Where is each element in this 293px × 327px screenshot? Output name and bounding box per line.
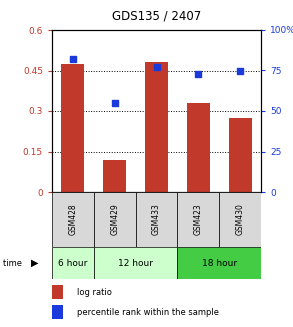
Text: GSM430: GSM430 <box>236 204 245 235</box>
Bar <box>177 247 261 279</box>
Point <box>71 57 75 62</box>
Text: GSM428: GSM428 <box>68 204 77 235</box>
Bar <box>219 192 261 247</box>
Point <box>196 71 201 77</box>
Bar <box>62 64 84 192</box>
Bar <box>229 118 252 192</box>
Text: GSM433: GSM433 <box>152 204 161 235</box>
Bar <box>52 305 63 319</box>
Bar <box>52 192 94 247</box>
Bar <box>187 103 210 192</box>
Bar <box>94 247 177 279</box>
Bar <box>136 192 177 247</box>
Bar <box>103 160 126 192</box>
Text: ▶: ▶ <box>31 258 39 268</box>
Text: GDS135 / 2407: GDS135 / 2407 <box>112 10 201 23</box>
Text: 6 hour: 6 hour <box>58 259 88 267</box>
Text: 12 hour: 12 hour <box>118 259 153 267</box>
Text: log ratio: log ratio <box>77 288 112 297</box>
Text: time: time <box>3 259 25 267</box>
Bar <box>52 247 94 279</box>
Point <box>238 68 242 73</box>
Text: GSM429: GSM429 <box>110 204 119 235</box>
Bar <box>52 285 63 299</box>
Text: 18 hour: 18 hour <box>202 259 237 267</box>
Bar <box>177 192 219 247</box>
Text: GSM423: GSM423 <box>194 204 203 235</box>
Bar <box>94 192 136 247</box>
Text: percentile rank within the sample: percentile rank within the sample <box>77 308 219 318</box>
Point <box>154 65 159 70</box>
Bar <box>145 62 168 192</box>
Point <box>112 100 117 106</box>
